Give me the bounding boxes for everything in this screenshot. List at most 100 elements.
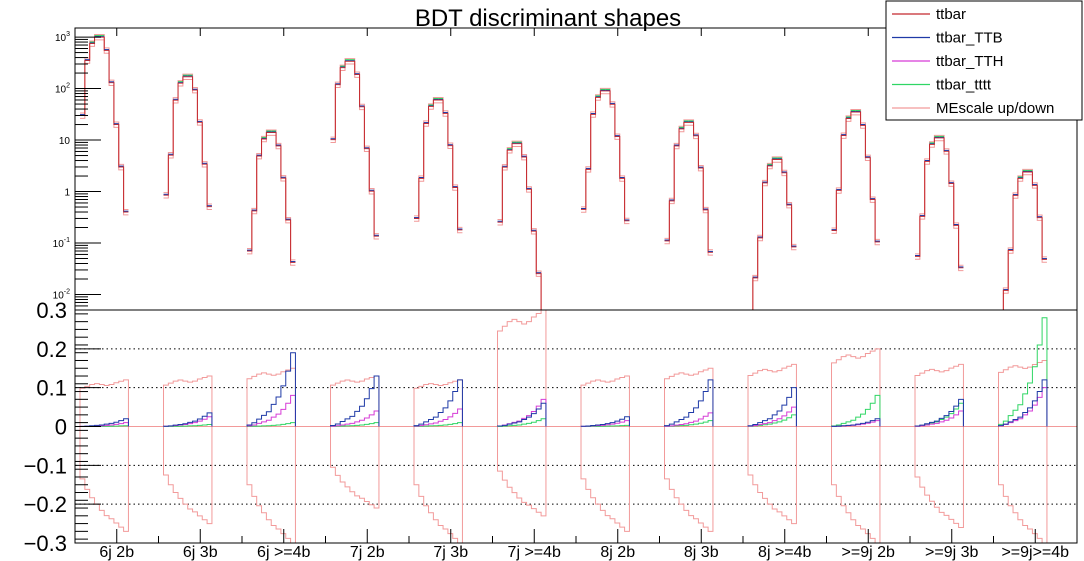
ratio-ttb-5 — [497, 402, 547, 427]
legend-label-0: ttbar — [936, 6, 966, 23]
mescale-down-hist-0 — [80, 39, 129, 216]
ttbar-hist-6 — [581, 90, 630, 222]
mescale-down-hist-4 — [414, 102, 463, 234]
ratio-tttt-9 — [831, 394, 881, 427]
ratio-tth-2 — [246, 394, 296, 427]
ttbar-hist-5 — [497, 143, 542, 310]
x-tick-label-2: 6j >=4b — [257, 544, 310, 561]
ratio-panel: −0.3 −0.2 −0.1 0 0.1 0.2 0.3 — [24, 298, 1078, 556]
ttbar-hist-3 — [330, 60, 379, 237]
top-y-tick-label-1: 102 — [55, 83, 70, 96]
mescale-down-hist-11 — [1002, 174, 1047, 310]
top-y-tick-label-3: 1 — [64, 188, 70, 199]
mescale-up-hist-2 — [247, 129, 296, 261]
ratio-mescale-up-3 — [330, 375, 380, 427]
ratio-mescale-down-2 — [246, 426, 296, 543]
mescale-up-hist-8 — [752, 156, 797, 310]
ratio-y-tick-label-3: 0 — [55, 415, 67, 440]
ratio-mescale-down-5 — [497, 426, 547, 517]
ratio-tth-5 — [497, 398, 547, 427]
ratio-tth-8 — [747, 406, 797, 427]
x-tick-label-0: 6j 2b — [99, 544, 134, 561]
ratio-ttb-1 — [163, 412, 213, 427]
ratio-mescale-up-8 — [747, 363, 797, 427]
x-tick-label-11: >=9j>=4b — [1001, 544, 1069, 561]
top-y-tick-label-2: 10 — [59, 136, 71, 147]
ratio-ttb-11 — [998, 379, 1048, 427]
ratio-y-tick-label-5: 0.2 — [36, 337, 67, 362]
ratio-ttb-3 — [330, 375, 380, 427]
ratio-mescale-up-11 — [998, 359, 1048, 427]
ratio-tttt-5 — [497, 418, 547, 427]
ratio-ttb-8 — [747, 387, 797, 427]
mescale-down-hist-2 — [247, 134, 296, 266]
ratio-tttt-2 — [246, 422, 296, 427]
ratio-tth-4 — [413, 408, 463, 427]
mescale-down-hist-1 — [163, 79, 212, 210]
ratio-mescale-down-6 — [580, 426, 630, 532]
ratio-mescale-up-1 — [163, 375, 213, 427]
ratio-ttb-2 — [246, 352, 296, 427]
ratio-ttb-6 — [580, 416, 630, 427]
x-tick-label-3: 7j 2b — [350, 544, 385, 561]
mescale-down-hist-3 — [330, 63, 379, 240]
mescale-up-hist-7 — [664, 119, 713, 251]
ratio-mescale-down-9 — [831, 426, 881, 543]
x-tick-labels: 6j 2b 6j 3b 6j >=4b 7j 2b 7j 3b 7j >=4b 8j 2b 8… — [74, 28, 1069, 561]
ratio-y-tick-label-0: −0.3 — [24, 531, 67, 556]
ratio-mescale-down-10 — [914, 426, 964, 528]
x-tick-label-8: 8j >=4b — [758, 544, 811, 561]
ratio-mescale-down-4 — [413, 426, 463, 543]
mescale-down-hist-7 — [664, 124, 713, 256]
mescale-up-hist-1 — [163, 73, 212, 205]
x-tick-label-4: 7j 3b — [433, 544, 468, 561]
ratio-ttb-10 — [914, 398, 964, 427]
ratio-mescale-down-7 — [664, 426, 714, 532]
ttbar-hist-8 — [752, 158, 797, 310]
ratio-y-tick-label-2: −0.1 — [24, 453, 67, 478]
ttbar-hist-2 — [247, 132, 296, 263]
mescale-up-hist-6 — [581, 87, 630, 219]
ratio-mescale-up-10 — [914, 363, 964, 427]
ratio-mescale-up-7 — [664, 367, 714, 427]
mescale-up-hist-9 — [831, 108, 880, 240]
x-tick-label-9: >=9j 2b — [842, 544, 895, 561]
mescale-down-hist-10 — [915, 140, 964, 272]
ttbar-hist-0 — [80, 36, 129, 213]
ratio-mescale-down-11 — [998, 426, 1048, 543]
ratio-tttt-11 — [998, 317, 1048, 427]
ttbar-hist-11 — [1002, 171, 1047, 310]
ttbar-hist-9 — [831, 111, 880, 243]
ratio-y-tick-label-1: −0.2 — [24, 492, 67, 517]
ratio-mescale-down-0 — [79, 426, 129, 532]
ttbar-hist-1 — [163, 76, 212, 208]
mescale-down-hist-6 — [581, 93, 630, 225]
legend: ttbar ttbar_TTB ttbar_TTH ttbar_tttt MEscale… — [885, 0, 1083, 121]
x-tick-label-1: 6j 3b — [183, 544, 218, 561]
mescale-down-hist-5 — [497, 146, 542, 310]
ttbar-hist-10 — [915, 137, 964, 269]
ratio-mescale-down-3 — [330, 426, 380, 509]
ratio-y-tick-label-6: 0.3 — [36, 298, 67, 323]
ratio-mescale-up-0 — [79, 379, 129, 427]
top-y-tick-label-4: 10-1 — [53, 237, 70, 250]
ttbar-hist-4 — [414, 99, 463, 231]
x-tick-label-10: >=9j 3b — [925, 544, 978, 561]
x-tick-label-5: 7j >=4b — [508, 544, 561, 561]
ratio-tth-10 — [914, 410, 964, 427]
mescale-up-hist-11 — [1002, 168, 1047, 310]
ratio-mescale-up-9 — [831, 348, 881, 427]
legend-label-4: MEscale up/down — [936, 100, 1054, 117]
ratio-ttb-4 — [413, 379, 463, 427]
ratio-mescale-up-5 — [497, 310, 547, 427]
ratio-tttt-3 — [330, 422, 380, 427]
ratio-tth-7 — [664, 412, 714, 427]
top-y-tick-label-0: 103 — [55, 31, 70, 44]
ratio-ttb-9 — [831, 418, 881, 427]
ratio-tttt-4 — [413, 422, 463, 427]
mescale-up-hist-10 — [915, 134, 964, 266]
legend-label-3: ttbar_tttt — [936, 77, 992, 94]
